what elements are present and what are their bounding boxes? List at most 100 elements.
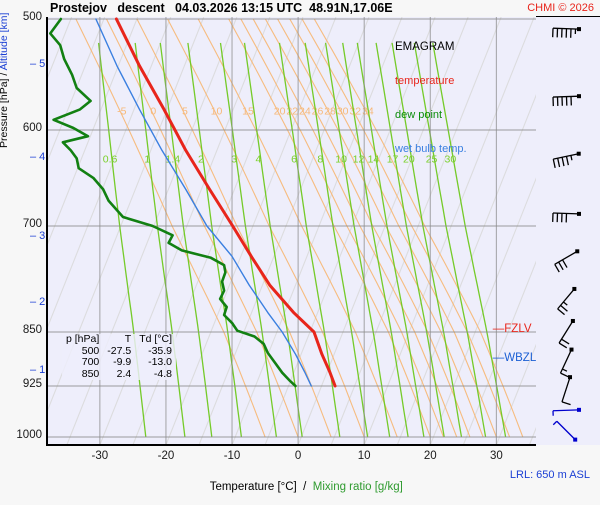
x-axis-label-temperature: Temperature [°C] xyxy=(210,481,297,493)
y-axis-label-sep: / xyxy=(0,70,10,78)
pressure-tick-label: 925 xyxy=(0,378,42,390)
wind-barb-full xyxy=(562,402,571,405)
mixing-ratio-label: 10 xyxy=(335,153,347,165)
pressure-tick-label: 700 xyxy=(0,218,42,230)
cell-temperature: -9.9 xyxy=(103,357,135,369)
page-title: Prostejov descent 04.03.2026 13:15 UTC 4… xyxy=(50,1,393,15)
legend-item-temperature: temperature xyxy=(395,76,467,87)
wind-barb-shaft xyxy=(562,377,570,402)
wind-barb-full xyxy=(563,260,568,268)
altitude-tick-label: – 4 xyxy=(30,151,45,163)
wind-barb-full xyxy=(561,305,568,311)
wind-barb-dot xyxy=(577,408,581,412)
adiabat-label: 15 xyxy=(242,106,254,118)
wind-barb-full xyxy=(566,156,568,165)
plot-axis-left xyxy=(46,17,48,446)
wet-bulb-curve xyxy=(96,19,311,386)
mixing-ratio-label: 6 xyxy=(291,153,297,165)
mixing-ratio-label: 8 xyxy=(317,153,323,165)
cell-dewpoint: -13.0 xyxy=(135,357,176,369)
adiabat-label: 24 xyxy=(299,106,311,118)
wind-barb-half xyxy=(553,421,557,425)
altitude-tick-label: – 3 xyxy=(30,230,45,242)
pressure-tick-label: 850 xyxy=(0,324,42,336)
wind-barb-shaft xyxy=(561,350,572,374)
cell-pressure: 700 xyxy=(62,357,103,369)
wind-barb-dot xyxy=(577,212,581,216)
temperature-tick-label: -10 xyxy=(212,450,252,462)
wind-barb-full xyxy=(558,309,565,315)
legend-item-dew-point: dew point xyxy=(395,110,467,121)
y-axis-label: Pressure [hPa] / Altitude [km] xyxy=(0,132,10,148)
y-axis-label-altitude: Altitude [km] xyxy=(0,13,10,71)
table-row: 700-9.9-13.0 xyxy=(62,357,176,369)
adiabat-label: 28 xyxy=(324,106,336,118)
wind-barb-dot xyxy=(568,375,572,379)
altitude-tick-label: – 2 xyxy=(30,296,45,308)
table-col-temperature: T xyxy=(103,334,135,346)
legend-title: EMAGRAM xyxy=(395,42,467,53)
temperature-tick-label: -30 xyxy=(80,450,120,462)
wind-barb-dot xyxy=(573,438,577,442)
mixing-ratio-label: 14 xyxy=(368,153,380,165)
wind-barb-full xyxy=(559,262,564,270)
mixing-ratio-label: 1 xyxy=(144,153,150,165)
wind-barbs xyxy=(553,27,581,442)
wind-barb-half xyxy=(571,155,572,160)
plot-axis-bottom xyxy=(46,444,536,446)
wind-barb-column[interactable] xyxy=(536,17,600,445)
copyright-label: CHMI © 2026 xyxy=(527,2,594,14)
x-axis-label-mixing-ratio: Mixing ratio [g/kg] xyxy=(313,481,403,493)
wind-barb-full xyxy=(555,264,560,272)
wbzl-dash: — xyxy=(493,352,505,364)
wind-barb-half xyxy=(562,369,567,371)
wind-barb-shaft xyxy=(553,154,578,159)
wind-barb-full xyxy=(559,343,567,348)
temperature-tick-label: 30 xyxy=(476,450,516,462)
adiabat-label: -5 xyxy=(117,106,126,118)
adiabat-label: 30 xyxy=(337,106,349,118)
wind-barb-full xyxy=(558,158,560,167)
wind-barb-full xyxy=(561,373,569,377)
wind-barb-full xyxy=(562,157,564,166)
wind-barb-full xyxy=(553,159,555,168)
temperature-tick-label: -20 xyxy=(146,450,186,462)
cell-temperature: 2.4 xyxy=(103,369,135,381)
temperature-tick-label: 10 xyxy=(344,450,384,462)
adiabat-label: 0 xyxy=(150,106,156,118)
wind-barb-dot xyxy=(572,287,576,291)
wbzl-label: WBZL xyxy=(504,352,536,364)
adiabat-label: 26 xyxy=(312,106,324,118)
mixing-ratio-label: 2 xyxy=(198,153,204,165)
lrl-label: LRL: 650 m ASL xyxy=(510,469,590,481)
legend-item-wet-bulb: wet bulb temp. xyxy=(395,144,467,155)
cell-dewpoint: -4.8 xyxy=(135,369,176,381)
adiabat-label: 20 xyxy=(274,106,286,118)
wind-barb-canvas xyxy=(536,17,600,445)
legend: EMAGRAM temperature dew point wet bulb t… xyxy=(395,19,467,179)
fzlv-dash: — xyxy=(493,323,505,335)
wind-barb-full xyxy=(561,339,569,344)
wind-barb-dot xyxy=(575,249,579,253)
cell-pressure: 850 xyxy=(62,369,103,381)
altitude-tick-label: – 1 xyxy=(30,364,45,376)
adiabat-label: 5 xyxy=(182,106,188,118)
wbzl-marker: —WBZL xyxy=(480,340,536,376)
mixing-ratio-label: 0.6 xyxy=(103,153,118,165)
adiabat-label: 22 xyxy=(286,106,298,118)
altitude-tick-label: – 5 xyxy=(30,58,45,70)
wind-barb-half xyxy=(563,302,567,305)
y-axis-label-pressure: Pressure [hPa] xyxy=(0,79,10,148)
wind-barb-shaft xyxy=(559,321,573,343)
mixing-ratio-label: 12 xyxy=(353,153,365,165)
mixing-ratio-label: 4 xyxy=(256,153,262,165)
header-bar: Prostejov descent 04.03.2026 13:15 UTC 4… xyxy=(0,0,600,17)
wind-barb-dot xyxy=(577,152,581,156)
wind-barb-dot xyxy=(577,27,581,31)
wind-barb-shaft xyxy=(557,421,575,439)
table-col-pressure: p [hPa] xyxy=(62,334,103,346)
fzlv-label: FZLV xyxy=(504,323,531,335)
